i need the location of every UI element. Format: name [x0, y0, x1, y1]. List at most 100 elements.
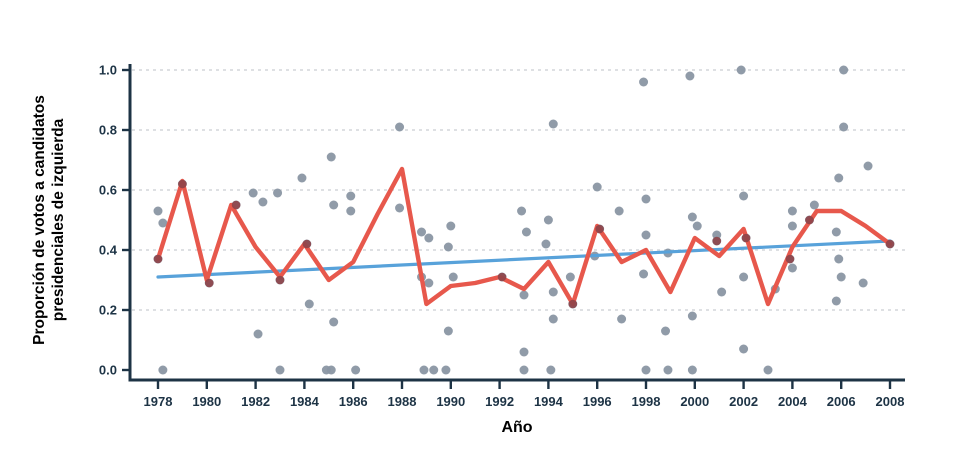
y-axis-title-line1: Proporción de votos a candidatos: [31, 95, 48, 345]
y-tick-label: 0.8: [99, 123, 117, 138]
scatter-point: [687, 365, 697, 375]
scatter-point: [519, 365, 529, 375]
scatter-point: [419, 365, 429, 375]
scatter-point-on-line: [885, 239, 895, 249]
y-tick-label: 0.6: [99, 183, 117, 198]
scatter-point: [685, 71, 695, 81]
scatter-point: [248, 188, 258, 198]
scatter-point: [304, 299, 314, 309]
scatter-point-on-line: [497, 272, 507, 282]
scatter-point-on-line: [204, 278, 214, 288]
scatter-point: [158, 365, 168, 375]
scatter-point: [548, 287, 558, 297]
scatter-point: [424, 233, 434, 243]
scatter-point: [639, 77, 649, 87]
x-tick-label: 1992: [485, 394, 514, 409]
scatter-point: [787, 221, 797, 231]
scatter-point: [253, 329, 263, 339]
scatter-point: [836, 272, 846, 282]
scatter-point: [346, 206, 356, 216]
scatter-point: [326, 365, 336, 375]
x-tick-label: 1988: [388, 394, 417, 409]
scatter-point: [858, 278, 868, 288]
y-axis-title-line2: presidenciales de izquierda: [50, 118, 67, 321]
scatter-point: [834, 254, 844, 264]
scatter-point: [541, 239, 551, 249]
scatter-point: [297, 173, 307, 183]
scatter-point-on-line: [712, 236, 722, 246]
scatter-point: [429, 365, 439, 375]
scatter-point: [787, 206, 797, 216]
scatter-point: [443, 242, 453, 252]
scatter-point-on-line: [275, 275, 285, 285]
x-tick-label: 2006: [827, 394, 856, 409]
scatter-point: [543, 215, 553, 225]
scatter-point: [641, 365, 651, 375]
scatter-point: [424, 278, 434, 288]
scatter-point-on-line: [302, 239, 312, 249]
scatter-point-on-line: [785, 254, 795, 264]
scatter-point: [692, 221, 702, 231]
x-tick-label: 1994: [534, 394, 564, 409]
scatter-point: [639, 269, 649, 279]
mean-line: [155, 166, 893, 307]
scatter-point: [839, 122, 849, 132]
plot-layers: 0.0 0.2 0.4 0.6 0.8 1.0 1978 1980 1982 1984 1986 19…: [99, 63, 905, 409]
scatter-point: [443, 326, 453, 336]
scatter-point: [617, 314, 627, 324]
scatter-point: [787, 263, 797, 273]
scatter-point: [517, 206, 527, 216]
scatter-point: [326, 152, 336, 162]
scatter-point: [258, 197, 268, 207]
x-tick-label: 1996: [583, 394, 612, 409]
scatter-point: [763, 365, 773, 375]
trend-line: [156, 239, 892, 279]
scatter-point: [395, 203, 405, 213]
scatter-point: [158, 218, 168, 228]
scatter-point: [275, 365, 285, 375]
x-tick-label: 2004: [778, 394, 808, 409]
scatter-point-on-line: [568, 299, 578, 309]
scatter-point: [739, 272, 749, 282]
scatter-point: [395, 122, 405, 132]
scatter-point: [736, 65, 746, 75]
scatter-point: [809, 200, 819, 210]
x-tick-label: 1984: [290, 394, 320, 409]
scatter-point-on-line: [595, 224, 604, 234]
scatter-point: [687, 311, 697, 321]
scatter-point: [687, 212, 697, 222]
scatter-point: [831, 227, 841, 237]
scatter-point: [717, 287, 727, 297]
scatter-point: [863, 161, 873, 171]
scatter-point: [519, 347, 529, 357]
x-tick-label: 2000: [680, 394, 709, 409]
scatter-point-on-line: [231, 200, 241, 210]
scatter-point: [641, 194, 651, 204]
scatter-point-on-line: [805, 215, 814, 225]
scatter-point: [521, 227, 531, 237]
scatter-point: [329, 200, 339, 210]
x-tick-label: 1982: [241, 394, 270, 409]
scatter-point: [351, 365, 361, 375]
x-tick-label: 1980: [192, 394, 221, 409]
scatter-point: [831, 296, 841, 306]
x-tick-label: 1998: [632, 394, 661, 409]
x-axis-title: Año: [501, 419, 532, 436]
x-tick-label: 1990: [436, 394, 465, 409]
scatter-point: [839, 65, 849, 75]
scatter-point: [448, 272, 458, 282]
scatter-point: [739, 344, 749, 354]
scatter-point: [153, 206, 163, 216]
scatter-point: [546, 365, 556, 375]
scatter-point: [273, 188, 283, 198]
scatter-point: [329, 317, 339, 327]
x-tick-label: 2008: [876, 394, 905, 409]
scatter-point: [519, 290, 529, 300]
scatter-point: [446, 221, 456, 231]
scatter-point: [565, 272, 575, 282]
scatter-point-on-line: [178, 179, 187, 189]
scatter-point: [661, 326, 671, 336]
scatter-point: [346, 191, 356, 201]
